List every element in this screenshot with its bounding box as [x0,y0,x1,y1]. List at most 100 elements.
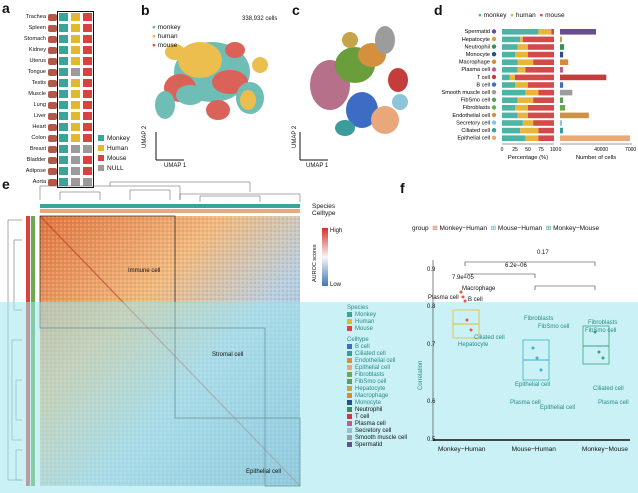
organ-name: Adipose [25,168,46,174]
presence-cell [82,111,93,121]
organ-name: Breast [29,146,46,152]
pct-tick: 75 [538,147,544,153]
pct-tick: 50 [525,147,531,153]
count-bar [560,97,564,103]
pct-tick: 0 [501,147,504,153]
panel-f-boxplot [432,260,630,441]
category-label: Hepatocyte [462,37,490,43]
pct-tick: 100 [550,147,559,153]
pct-bar-human [517,67,526,73]
celltype-legend-item: Plasma cell [347,420,407,428]
organ-row: Spleen [6,23,59,33]
organ-icon [48,156,57,164]
presence-cell [82,89,93,99]
pct-bar-mouse [551,29,554,35]
presence-cell [82,12,93,22]
panel-label-b: b [141,2,150,18]
organ-icon [48,24,57,32]
organ-row: Uterus [6,56,59,66]
category-dot [491,74,497,80]
celltype-legend-item: Smooth muscle cell [347,434,407,442]
pct-bar-human [525,135,539,141]
presence-cell [70,155,81,165]
species-human: Human [347,319,376,326]
category-dot [491,105,497,110]
category-dot [491,112,497,118]
pct-xlabel: Percentage (%) [508,155,548,161]
pct-bar-human [520,36,523,43]
pct-bar-monkey [502,74,510,81]
presence-cell [58,166,69,176]
category-dot [491,44,497,49]
pval-79e05: 7.9e−05 [452,275,474,281]
presence-cell [82,45,93,55]
organ-icon [48,145,57,153]
pct-bar-human [517,112,528,119]
presence-cell [82,155,93,165]
organ-icon [48,167,57,175]
organ-name: Testis [31,80,46,86]
celltype-legend-item: Neutrophil [347,406,407,414]
panel-label-f: f [400,180,405,196]
presence-cell [82,100,93,110]
presence-cell [70,89,81,99]
organ-icon [48,90,57,98]
presence-cell [58,122,69,132]
pct-bar-monkey [502,97,518,103]
category-dot [491,128,497,133]
category-label: FibSmo cell [461,98,490,104]
colorbar-low: Low [330,282,342,288]
organ-row: Heart [6,122,59,132]
celltype-legend-item: B cell [347,343,407,351]
count-bar [560,135,630,141]
pct-bar-mouse [528,44,554,50]
legend-mouse: Mouse [98,154,130,164]
presence-cell [70,144,81,154]
count-bar [560,82,564,88]
presence-cell [70,45,81,55]
label-plasma-3: Plasma cell [510,400,541,406]
presence-cell [58,12,69,22]
block-immune: Immune cell [128,268,161,274]
colorbar-high: High [330,228,343,234]
block-epithelial: Epithelial cell [246,469,282,475]
panel-f-legend: group ⊞ Monkey−Human ⊞ Mouse−Human ⊞ Mon… [412,225,600,232]
pct-bar-monkey [502,89,526,96]
organ-name: Bladder [26,157,46,163]
presence-cell [58,111,69,121]
presence-cell [82,144,93,154]
xcat-monkey-human: Monkey−Human [438,446,486,453]
count-bar [560,36,563,43]
organ-row: Trachea [6,12,59,22]
pct-bar-human [509,74,515,81]
block-stromal: Stromal cell [212,352,244,358]
celltype-legend-item: Endothelial cell [347,357,407,365]
pct-bar-monkey [502,51,515,58]
category-label: Ciliated cell [461,128,490,134]
organ-name: Colon [31,135,46,141]
presence-cell [82,177,93,187]
organ-row: Kidney [6,45,59,55]
celltype-legend-item: Macrophage [347,392,407,400]
organ-name: Stomach [23,36,46,42]
presence-cell [58,133,69,143]
label-plasma-top: Plasma cell [428,295,459,301]
category-label: Secretory cell [456,120,490,126]
presence-cell [70,122,81,132]
pct-bar-mouse [533,97,554,103]
presence-cell [82,78,93,88]
organ-row: Liver [6,111,59,121]
label-macrophage: Macrophage [462,286,496,292]
presence-cell [58,45,69,55]
species-monkey: Monkey [347,312,376,319]
presence-cell [70,177,81,187]
organ-row: Adipose [6,166,59,176]
species-legend-title: Species [347,305,369,311]
ytick-05: 0.5 [427,437,436,443]
pct-bar-mouse [538,135,554,141]
pct-bar-monkey [502,127,521,134]
ytick-07: 0.7 [427,342,436,348]
organ-name: Heart [32,124,46,130]
organ-name: Kidney [28,47,46,53]
presence-cell [82,34,93,44]
